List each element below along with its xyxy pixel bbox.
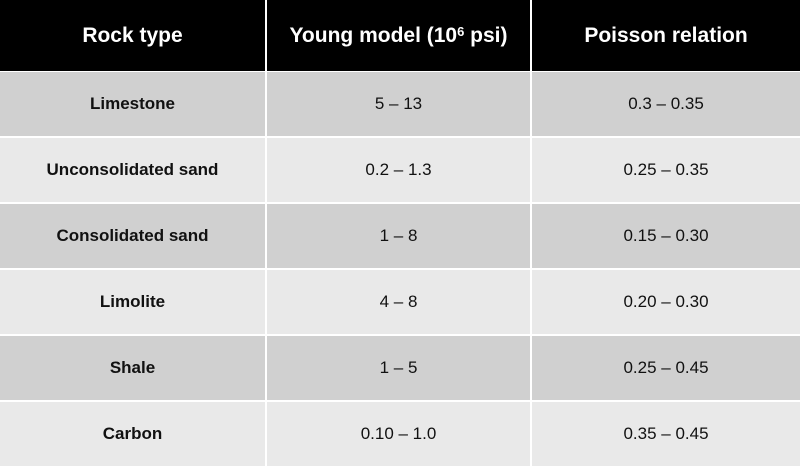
table-cell: 0.25 – 0.45 [532, 336, 800, 402]
table-cell: Limolite [0, 270, 267, 336]
table-cell: 1 – 5 [267, 336, 532, 402]
header-cell: Rock type [0, 0, 267, 72]
table-cell: Carbon [0, 402, 267, 468]
cell-text: 1 – 8 [379, 226, 418, 245]
header-text: psi) [464, 23, 508, 47]
cell-text: 1 – 5 [379, 358, 418, 377]
table-cell: 1 – 8 [267, 204, 532, 270]
table-cell: 0.15 – 0.30 [532, 204, 800, 270]
cell-text: Shale [109, 358, 156, 377]
table-cell: 5 – 13 [267, 72, 532, 138]
cell-text: 0.35 – 0.45 [623, 424, 709, 443]
table-cell: Limestone [0, 72, 267, 138]
header-text: Rock type [82, 23, 183, 47]
cell-text: Consolidated sand [56, 226, 209, 245]
header-cell: Young model (10 6 psi) [267, 0, 532, 72]
table-cell: 0.20 – 0.30 [532, 270, 800, 336]
header-text: Young model (10 [289, 23, 458, 47]
cell-text: 0.10 – 1.0 [360, 424, 437, 443]
table-cell: 0.3 – 0.35 [532, 72, 800, 138]
cell-text: 4 – 8 [379, 292, 418, 311]
cell-text: 5 – 13 [374, 94, 423, 113]
table-cell: 0.25 – 0.35 [532, 138, 800, 204]
cell-text: Limestone [89, 94, 176, 113]
table-cell: 0.2 – 1.3 [267, 138, 532, 204]
table-cell: Unconsolidated sand [0, 138, 267, 204]
header-superscript: 6 [457, 24, 465, 39]
table-cell: 0.10 – 1.0 [267, 402, 532, 468]
table-cell: Shale [0, 336, 267, 402]
cell-text: 0.20 – 0.30 [623, 292, 709, 311]
cell-text: 0.25 – 0.35 [623, 160, 709, 179]
table-cell: Consolidated sand [0, 204, 267, 270]
table-cell: 0.35 – 0.45 [532, 402, 800, 468]
header-cell: Poisson relation [532, 0, 800, 72]
cell-text: Carbon [102, 424, 163, 443]
cell-text: Unconsolidated sand [46, 160, 219, 179]
cell-text: Limolite [99, 292, 166, 311]
cell-text: 0.15 – 0.30 [623, 226, 709, 245]
cell-text: 0.25 – 0.45 [623, 358, 709, 377]
cell-text: 0.2 – 1.3 [365, 160, 432, 179]
cell-text: 0.3 – 0.35 [628, 94, 704, 113]
header-text: Poisson relation [584, 23, 748, 47]
table-cell: 4 – 8 [267, 270, 532, 336]
